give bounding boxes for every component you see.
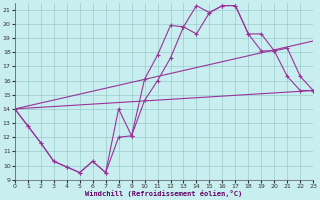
X-axis label: Windchill (Refroidissement éolien,°C): Windchill (Refroidissement éolien,°C) [85, 190, 243, 197]
